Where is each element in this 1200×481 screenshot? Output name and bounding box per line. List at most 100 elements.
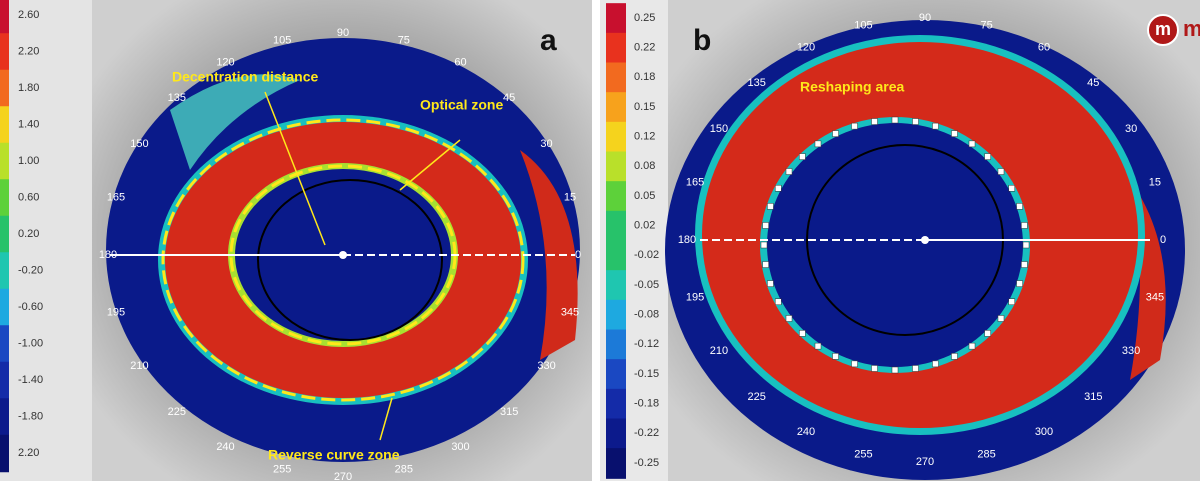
angle-label: 330 xyxy=(1122,345,1140,357)
angle-label: 285 xyxy=(395,463,413,475)
logo xyxy=(1147,14,1179,46)
marker xyxy=(1021,222,1028,229)
marker xyxy=(775,185,782,192)
marker xyxy=(871,365,878,372)
scale-swatch xyxy=(0,179,9,217)
angle-label: 240 xyxy=(216,441,234,453)
scale-label: -0.20 xyxy=(18,264,43,276)
annotation: Reshaping area xyxy=(800,79,904,95)
scale-swatch xyxy=(606,32,626,64)
scale-swatch xyxy=(606,92,626,123)
scale-label: -0.08 xyxy=(634,309,659,321)
marker xyxy=(984,330,991,337)
black-circle xyxy=(257,179,443,341)
angle-label: 135 xyxy=(748,77,766,89)
center xyxy=(339,251,347,259)
angle-label: 195 xyxy=(686,291,704,303)
marker xyxy=(912,118,919,125)
scale-swatch xyxy=(606,448,626,479)
angle-label: 315 xyxy=(1084,391,1102,403)
scale-swatch xyxy=(606,299,626,331)
scale-label: 0.02 xyxy=(634,220,655,232)
angle-label: 45 xyxy=(1087,77,1099,89)
angle-label: 270 xyxy=(334,471,352,481)
scale-swatch xyxy=(0,142,9,181)
scale-swatch xyxy=(0,69,9,108)
angle-label: 240 xyxy=(797,426,815,438)
scale-swatch xyxy=(0,252,9,290)
marker xyxy=(912,365,919,372)
marker xyxy=(951,130,958,137)
scale-swatch xyxy=(606,62,626,94)
scale-swatch xyxy=(606,210,626,242)
scale-label: -0.22 xyxy=(634,427,659,439)
angle-label: 105 xyxy=(854,19,872,31)
marker xyxy=(799,330,806,337)
annotation: Decentration distance xyxy=(172,69,318,85)
annotation: Reverse curve zone xyxy=(268,447,400,463)
marker xyxy=(1021,261,1028,268)
scale-swatch xyxy=(0,361,9,400)
angle-label: 225 xyxy=(168,406,186,418)
scale-swatch xyxy=(0,0,9,35)
angle-label: 150 xyxy=(130,138,148,150)
scale-label: 2.20 xyxy=(18,45,39,57)
angle-label: 15 xyxy=(1149,176,1161,188)
angle-label: 255 xyxy=(273,463,291,475)
marker xyxy=(891,116,899,124)
angle-label: 120 xyxy=(216,57,234,69)
scale-label: 0.60 xyxy=(18,191,39,203)
scale-swatch xyxy=(606,121,626,153)
angle-label: 225 xyxy=(748,391,766,403)
scale-swatch xyxy=(0,398,9,436)
scale-label: 0.18 xyxy=(634,71,655,83)
angle-label: 315 xyxy=(500,406,518,418)
marker xyxy=(775,298,782,305)
marker xyxy=(1016,280,1023,287)
annotation: Optical zone xyxy=(420,97,503,113)
marker xyxy=(997,315,1005,322)
scale-swatch xyxy=(606,181,626,212)
marker xyxy=(851,360,858,368)
scale-label: -0.18 xyxy=(634,398,659,410)
scale-swatch xyxy=(606,388,626,420)
marker xyxy=(951,353,958,360)
scale-label: -1.80 xyxy=(18,410,43,422)
marker xyxy=(984,153,991,160)
marker xyxy=(871,118,878,125)
angle-label: 345 xyxy=(561,306,579,318)
arrow xyxy=(379,397,393,441)
scale-label: 0.22 xyxy=(634,42,655,54)
angle-label: 60 xyxy=(454,57,466,69)
scale-swatch xyxy=(0,325,9,363)
treatment-zone xyxy=(767,123,1023,367)
angle-label: 300 xyxy=(451,441,469,453)
scale-label: -0.02 xyxy=(634,249,659,261)
angle-label: 285 xyxy=(977,448,995,460)
marker xyxy=(891,366,899,374)
angle-label: 30 xyxy=(540,138,552,150)
scale-swatch xyxy=(606,418,626,450)
angle-label: 60 xyxy=(1038,42,1050,54)
angle-label: 90 xyxy=(337,27,349,39)
scale-label: -1.00 xyxy=(18,337,43,349)
scale-label: 0.15 xyxy=(634,101,655,113)
angle-label: 255 xyxy=(854,448,872,460)
angle-label: 0 xyxy=(575,249,581,261)
scale-label: 0.05 xyxy=(634,190,655,202)
scale-swatch xyxy=(606,240,626,272)
dash-circle xyxy=(161,118,525,402)
marker xyxy=(760,241,768,249)
marker xyxy=(785,315,793,322)
angle-label: 210 xyxy=(130,360,148,372)
angle-label: 0 xyxy=(1160,234,1166,246)
marker xyxy=(799,153,806,160)
scale-label: -0.25 xyxy=(634,457,659,469)
angle-label: 150 xyxy=(710,123,728,135)
angle-label: 195 xyxy=(107,306,125,318)
scale-swatch xyxy=(606,359,626,390)
marker xyxy=(997,168,1005,175)
scale-label: 0.12 xyxy=(634,131,655,143)
scale-swatch xyxy=(606,3,626,34)
